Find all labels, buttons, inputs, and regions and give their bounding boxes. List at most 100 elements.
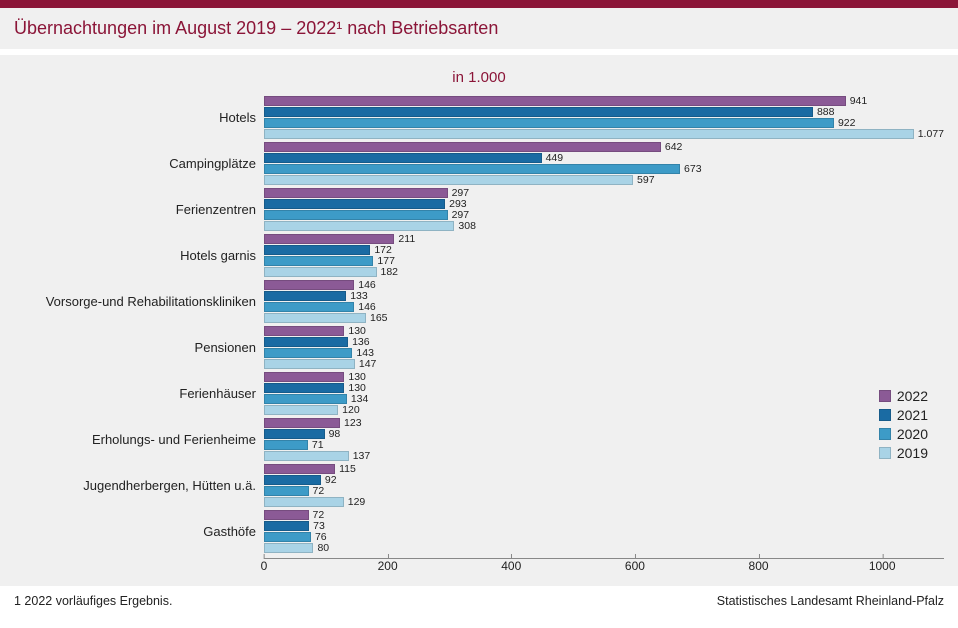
bar (264, 532, 311, 542)
x-axis: 02004006008001000 (264, 558, 944, 578)
bar-row: 130 (264, 326, 944, 336)
bar (264, 337, 348, 347)
category-label-group: Vorsorge-und Rehabilitationskliniken (14, 278, 264, 324)
x-tick: 0 (261, 559, 268, 573)
category-label-group: Hotels garnis (14, 232, 264, 278)
bar (264, 497, 344, 507)
bar-row: 73 (264, 521, 944, 531)
bar-row: 92 (264, 475, 944, 485)
bar-group: 130130134120 (264, 370, 944, 416)
category-label: Campingplätze (169, 156, 256, 171)
bar (264, 107, 813, 117)
bar-value-label: 72 (313, 485, 325, 497)
bar (264, 291, 346, 301)
bar (264, 267, 377, 277)
bar-row: 673 (264, 164, 944, 174)
bar (264, 543, 313, 553)
category-column: HotelsCampingplätzeFerienzentrenHotels g… (14, 94, 264, 554)
bar (264, 475, 321, 485)
bar-group: 297293297308 (264, 186, 944, 232)
bar-value-label: 98 (329, 428, 341, 440)
legend-swatch (879, 428, 891, 440)
bar-row: 308 (264, 221, 944, 231)
bar-row: 129 (264, 497, 944, 507)
chart-title: Übernachtungen im August 2019 – 2022¹ na… (14, 18, 944, 39)
category-label: Hotels garnis (180, 248, 256, 263)
top-banner (0, 0, 958, 8)
chart-subtitle: in 1.000 (14, 69, 944, 86)
bar (264, 372, 344, 382)
bar-row: 293 (264, 199, 944, 209)
bar (264, 394, 347, 404)
bar-row: 143 (264, 348, 944, 358)
bar-row: 297 (264, 188, 944, 198)
bar (264, 510, 309, 520)
chart-area: in 1.000 HotelsCampingplätzeFerienzentre… (0, 55, 958, 586)
bar (264, 521, 309, 531)
bar-row: 80 (264, 543, 944, 553)
bar-column: 9418889221.07764244967359729729329730821… (264, 94, 944, 554)
bar (264, 96, 846, 106)
bar-value-label: 597 (637, 174, 655, 186)
legend-label: 2021 (897, 407, 928, 423)
bar-value-label: 888 (817, 106, 835, 118)
bar (264, 129, 914, 139)
bar-group: 146133146165 (264, 278, 944, 324)
bar (264, 326, 344, 336)
bar-value-label: 115 (339, 463, 356, 475)
bar-row: 136 (264, 337, 944, 347)
bar-value-label: 92 (325, 474, 337, 486)
bar-row: 115 (264, 464, 944, 474)
bar-row: 597 (264, 175, 944, 185)
bar-group: 1159272 129 (264, 462, 944, 508)
bar-row: 134 (264, 394, 944, 404)
bar-row: 146 (264, 280, 944, 290)
category-label-group: Ferienzentren (14, 186, 264, 232)
bar-row: 165 (264, 313, 944, 323)
bar-row: 182 (264, 267, 944, 277)
x-tick: 400 (501, 559, 521, 573)
bar (264, 418, 340, 428)
category-label: Ferienhäuser (179, 386, 256, 401)
category-label-group: Erholungs- und Ferienheime (14, 416, 264, 462)
legend-swatch (879, 447, 891, 459)
bar-value-label: 673 (684, 163, 702, 175)
bar-row: 297 (264, 210, 944, 220)
legend-swatch (879, 409, 891, 421)
bar (264, 234, 394, 244)
bar-value-label: 147 (359, 358, 377, 370)
category-label-group: Jugendherbergen, Hütten u.ä. (14, 462, 264, 508)
bar-value-label: 129 (348, 496, 366, 508)
bar-row: 72 (264, 510, 944, 520)
category-label: Erholungs- und Ferienheime (92, 432, 256, 447)
bar-row: 642 (264, 142, 944, 152)
bar-row: 120 (264, 405, 944, 415)
bar-group: 130136143147 (264, 324, 944, 370)
bar-row: 71 (264, 440, 944, 450)
bar-value-label: 449 (546, 152, 564, 164)
bar-value-label: 71 (312, 439, 324, 451)
bar (264, 313, 366, 323)
bar (264, 405, 338, 415)
axis-row: 02004006008001000 (14, 558, 944, 578)
bar-row: 130 (264, 383, 944, 393)
bar-value-label: 211 (398, 233, 415, 245)
bar (264, 188, 448, 198)
bar (264, 153, 542, 163)
bar (264, 440, 308, 450)
bar (264, 245, 370, 255)
source: Statistisches Landesamt Rheinland-Pfalz (717, 594, 944, 608)
legend-label: 2022 (897, 388, 928, 404)
bar (264, 383, 344, 393)
bar-row: 172 (264, 245, 944, 255)
category-label: Vorsorge-und Rehabilitationskliniken (46, 294, 256, 309)
bar-value-label: 80 (317, 542, 329, 554)
bar-group: 211172177182 (264, 232, 944, 278)
bar (264, 302, 354, 312)
bar-value-label: 182 (381, 266, 399, 278)
bar (264, 359, 355, 369)
bar (264, 175, 633, 185)
bar-group: 9418889221.077 (264, 94, 944, 140)
category-label: Ferienzentren (176, 202, 256, 217)
footer: 1 2022 vorläufiges Ergebnis. Statistisch… (0, 586, 958, 620)
